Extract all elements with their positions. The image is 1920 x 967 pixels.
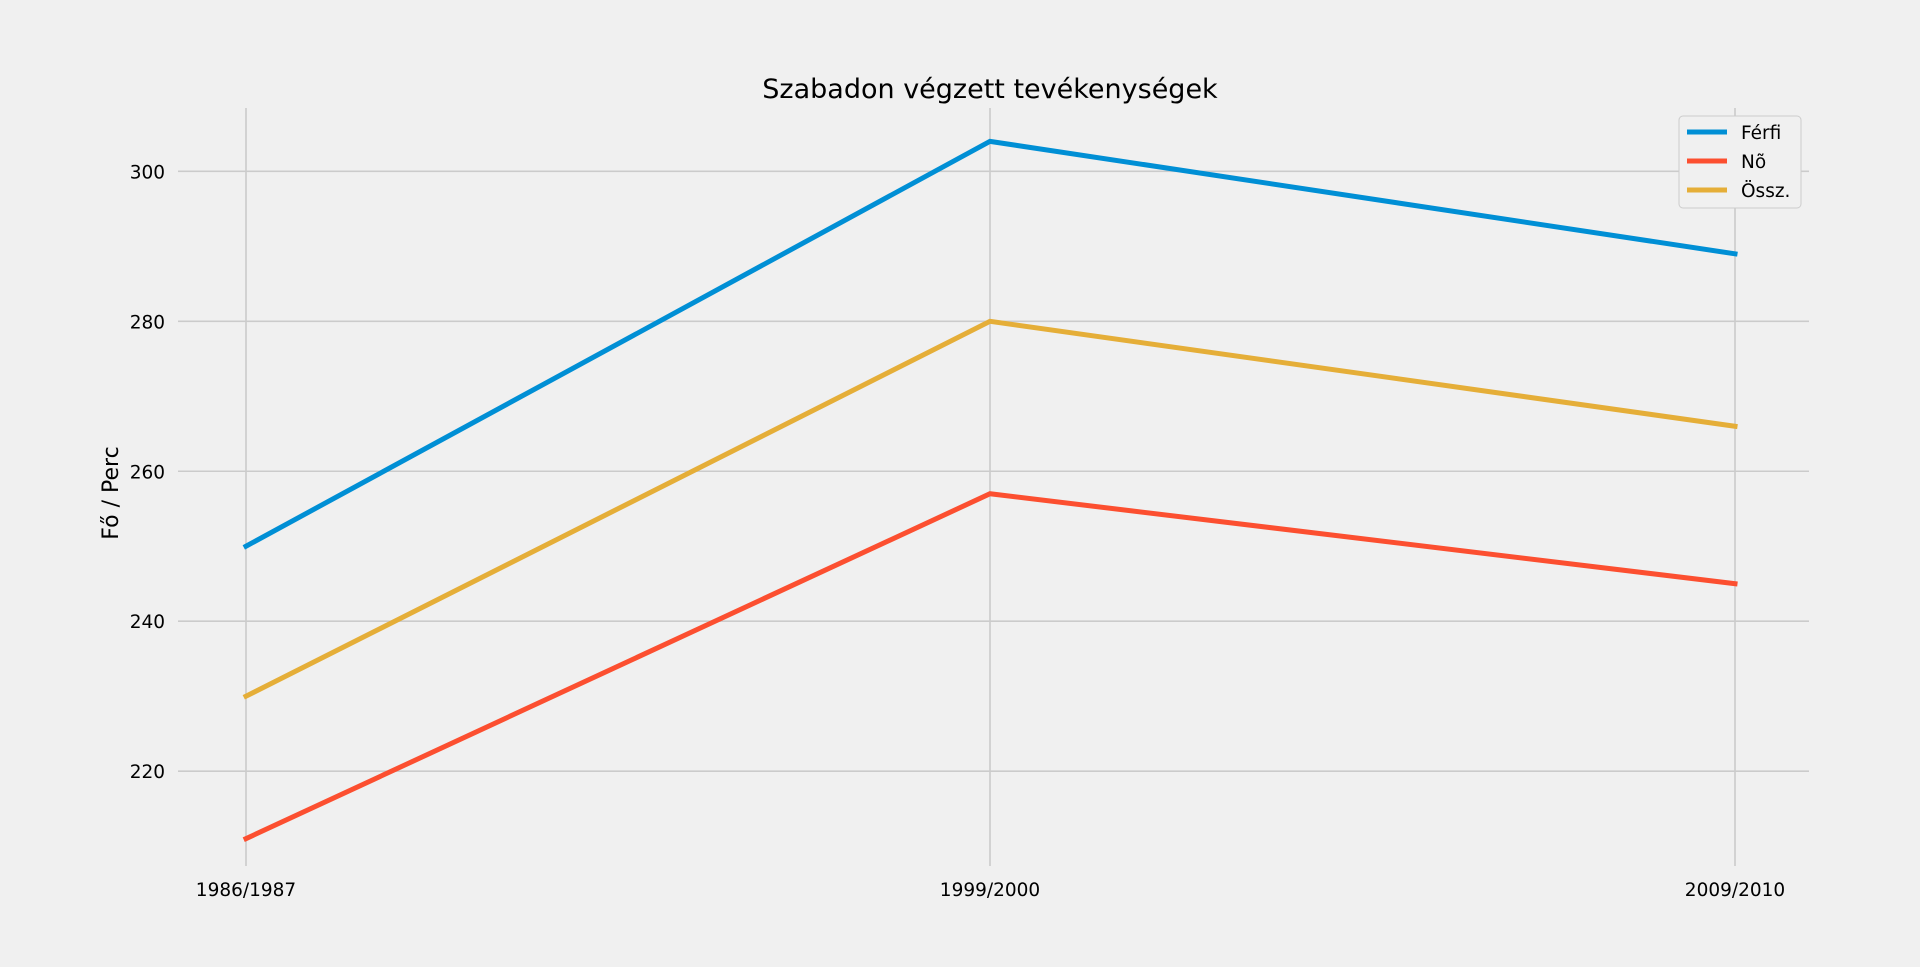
y-tick-label: 260 xyxy=(130,462,165,483)
x-tick-label: 2009/2010 xyxy=(1685,880,1785,901)
legend-box xyxy=(1678,115,1802,209)
x-tick-label: 1986/1987 xyxy=(196,880,296,901)
x-tick-label: 1999/2000 xyxy=(940,880,1040,901)
x-tick-labels: 1986/1987 1999/2000 2009/2010 xyxy=(196,880,1785,901)
x-gridlines xyxy=(245,108,1736,866)
series-line-ssz xyxy=(242,318,1738,700)
y-tick-label: 220 xyxy=(130,762,165,783)
legend: Férfi Nõ Össz. xyxy=(1678,115,1802,209)
legend-label: Össz. xyxy=(1741,180,1790,202)
chart-title: Szabadon végzett tevékenységek xyxy=(762,74,1218,105)
y-tick-label: 300 xyxy=(130,162,165,183)
series-line-n xyxy=(242,491,1738,842)
legend-label: Nõ xyxy=(1741,152,1766,173)
legend-label: Férfi xyxy=(1741,123,1781,144)
y-axis-label: Fő / Perc xyxy=(99,446,124,539)
y-tick-label: 280 xyxy=(130,312,165,333)
series-lines xyxy=(242,138,1738,842)
series-line-f-rfi xyxy=(242,138,1738,550)
y-tick-label: 240 xyxy=(130,612,165,633)
y-tick-labels: 220 240 260 280 300 xyxy=(130,162,165,783)
